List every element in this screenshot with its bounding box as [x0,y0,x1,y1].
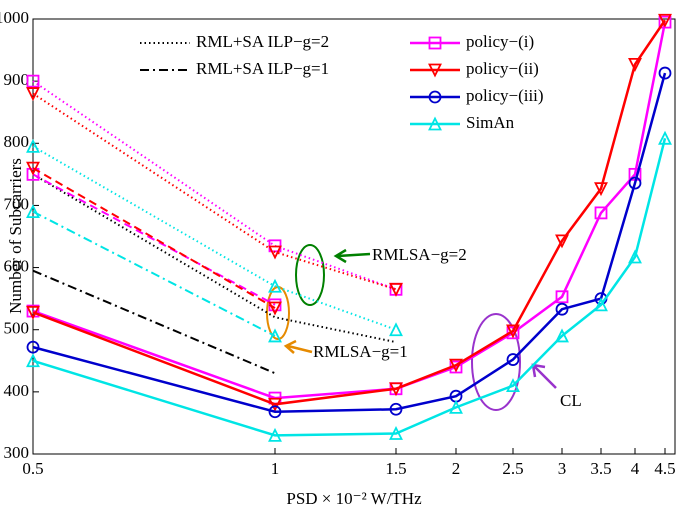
legend-label: RML+SA ILP−g=1 [196,59,329,78]
series-line [32,173,276,306]
ellipse [295,244,325,306]
y-tick-label: 500 [4,319,30,338]
marker [428,36,442,50]
marker [268,245,282,260]
marker [268,397,282,412]
annotation: CL [560,391,582,410]
marker [555,290,569,304]
x-tick-label: 0.5 [22,459,43,478]
marker [268,278,282,293]
legend-label: policy−(i) [466,32,534,51]
x-tick-label: 1 [271,459,280,478]
x-tick-label: 4.5 [654,459,675,478]
x-tick-label: 1.5 [385,459,406,478]
arrow [531,363,557,389]
y-axis-label: Number of Subcarriers [6,158,25,314]
x-tick-label: 2 [452,459,461,478]
marker [628,249,642,264]
marker [428,90,442,104]
x-tick-label: 4 [631,459,640,478]
marker [389,322,403,337]
y-tick-label: 600 [4,256,30,275]
marker [449,399,463,414]
x-tick-label: 3 [558,459,567,478]
legend-label: RML+SA ILP−g=2 [196,32,329,51]
series-line [32,72,667,413]
marker [628,57,642,72]
marker [26,161,40,176]
series-line [32,92,397,291]
marker [449,358,463,373]
series-line [32,269,276,375]
marker [268,405,282,419]
marker [26,74,40,88]
marker [428,116,442,131]
annotation: RMLSA−g=2 [372,245,467,264]
marker [26,353,40,368]
marker [594,182,608,197]
series-line [32,167,276,309]
marker [26,340,40,354]
legend-label: policy−(iii) [466,86,544,105]
series-line [32,21,667,400]
x-axis-label: PSD × 10⁻² W/THz [286,489,422,508]
marker [389,382,403,397]
marker [506,353,520,366]
marker [658,13,672,28]
marker [555,328,569,343]
marker [506,378,520,393]
ellipse [266,286,290,340]
marker [389,425,403,440]
plot-frame [32,18,676,455]
legend-label: SimAn [466,113,515,132]
arrow [333,248,371,264]
y-tick-label: 400 [4,381,30,400]
y-tick-label: 700 [4,194,30,213]
marker [389,402,403,416]
series-line [32,145,397,331]
series-line [32,210,276,337]
marker [389,282,403,297]
series-line [32,138,667,437]
marker [26,305,40,320]
marker [628,176,642,190]
y-tick-label: 900 [4,70,30,89]
marker [26,87,40,102]
marker [268,301,282,316]
marker [555,234,569,249]
marker [26,204,40,219]
legend-label: policy−(ii) [466,59,539,78]
x-tick-label: 3.5 [590,459,611,478]
ellipse [471,313,521,411]
marker [555,302,569,316]
marker [428,63,442,78]
series-line [32,19,667,406]
marker [506,324,520,339]
marker [26,138,40,153]
marker [594,206,608,220]
x-tick-label: 2.5 [502,459,523,478]
marker [268,328,282,343]
y-tick-label: 1000 [0,8,29,27]
y-tick-label: 300 [4,443,30,462]
arrow [283,339,313,354]
marker [658,66,672,80]
y-tick-label: 800 [4,132,30,151]
marker [594,297,608,312]
marker [268,427,282,442]
annotation: RMLSA−g=1 [313,342,408,361]
marker [658,130,672,145]
